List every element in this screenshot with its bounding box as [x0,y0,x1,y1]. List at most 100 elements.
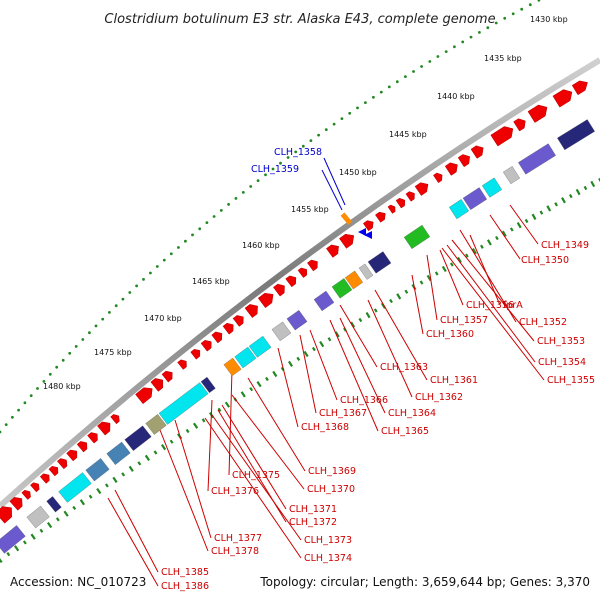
reverse-gene-arrow [364,231,372,239]
inner-tick-mark [13,545,20,552]
leader-line [446,244,536,363]
leader-line [329,319,379,432]
outer-tick-dot [348,111,352,115]
inner-tick-mark [583,185,588,191]
inner-tick-mark [373,308,378,313]
forward-gene-arrow [470,145,484,159]
forward-gene-arrow [273,283,285,297]
inner-tick-mark [128,465,134,472]
outer-tick-dot [324,128,328,132]
leader-line [211,414,302,541]
gene-label: CLH_1375 [232,470,280,481]
inner-tick-mark [88,494,93,499]
outer-tick-dot [177,246,180,249]
outer-tick-dot [271,167,275,171]
gene-label: CLH_1369 [308,466,356,477]
inner-tick-mark [224,401,231,408]
outer-tick-dot [412,70,415,73]
inner-tick-mark [419,280,424,285]
gene-label: fprA [503,300,523,311]
inner-tick-mark [169,439,174,444]
cog-block [145,414,167,435]
outer-tick-dot [114,304,118,308]
gene-label: CLH_1385 [161,567,209,578]
inner-tick-mark [516,222,522,229]
outer-tick-dot [256,179,260,183]
forward-gene-arrow [66,449,78,462]
outer-tick-ring [0,0,541,434]
cog-category-blocks [0,119,595,554]
forward-gene-arrow [444,162,458,176]
inner-tick-mark [598,177,600,183]
inner-tick-mark [509,227,514,232]
forward-gene-arrow [211,331,223,344]
inner-tick-mark [303,350,309,358]
outer-tick-dot [184,239,187,243]
outer-tick-dot [135,284,139,288]
gene-labels: CLH_1358 CLH_1359 CLH_1349 CLH_1350 CLH_1356… [161,147,595,592]
outer-tick-dot [23,401,27,405]
tick-label: 1480 kbp [43,382,81,391]
outer-tick-dot [286,156,290,159]
forward-gene-arrow [339,233,355,249]
leader-line [426,254,438,321]
outer-tick-dot [169,252,173,256]
forward-gene-arrow [405,191,415,202]
tick-label: 1475 kbp [94,348,132,357]
inner-tick-mark [96,487,102,495]
cog-block [234,346,257,369]
outer-tick-dot [128,291,132,294]
forward-gene-arrow [30,482,40,493]
outer-tick-dot [520,7,524,11]
outer-tick-dot [81,338,85,341]
forward-gene-arrow [56,458,68,470]
tick-label: 1445 kbp [389,130,427,139]
forward-gene-arrow [0,506,12,524]
gene-label: CLH_1386 [161,581,209,592]
inner-tick-mark [30,533,36,540]
outer-tick-dot [42,380,46,383]
inner-tick-mark [272,370,278,378]
leader-line [299,334,317,414]
cog-block [271,321,292,342]
cog-block [344,270,364,290]
forward-gene-arrow [257,292,274,309]
forward-strand-genes [0,80,588,524]
outer-tick-dot [494,21,498,25]
inner-tick-mark [434,271,439,276]
cog-block [358,263,374,280]
outer-tick-dot [372,95,375,99]
cog-block [85,458,110,482]
forward-gene-arrow [110,414,120,425]
outer-tick-dot [94,324,98,328]
forward-gene-arrow [97,421,111,436]
inner-tick-mark [441,265,447,273]
outer-tick-dot [17,408,20,412]
leader-line [321,169,343,211]
inner-tick-mark [539,210,544,215]
accession-text: Accession: NC_010723 [10,575,146,589]
forward-gene-arrow [76,441,88,453]
inner-tick-mark [561,197,566,204]
leader-line [277,347,299,428]
inner-tick-mark [240,391,246,398]
inner-tick-mark [380,302,386,309]
leader-line [469,234,501,306]
outer-tick-dot [332,122,336,126]
forward-gene-arrow [375,211,386,223]
gene-label: CLH_1371 [289,504,337,515]
inner-tick-mark [185,428,190,434]
leader-line [339,317,386,414]
outer-tick-dot [61,358,65,362]
outer-tick-dot [317,133,320,137]
tick-label: 1465 kbp [192,277,230,286]
outer-tick-dot [142,278,145,281]
outer-tick-dot [108,311,111,314]
forward-gene-arrow [39,473,50,484]
cog-block [481,177,503,198]
outer-tick-dot [155,265,159,268]
inner-tick-mark [495,235,499,241]
inner-tick-mark [365,312,371,319]
forward-gene-arrow [232,315,244,327]
